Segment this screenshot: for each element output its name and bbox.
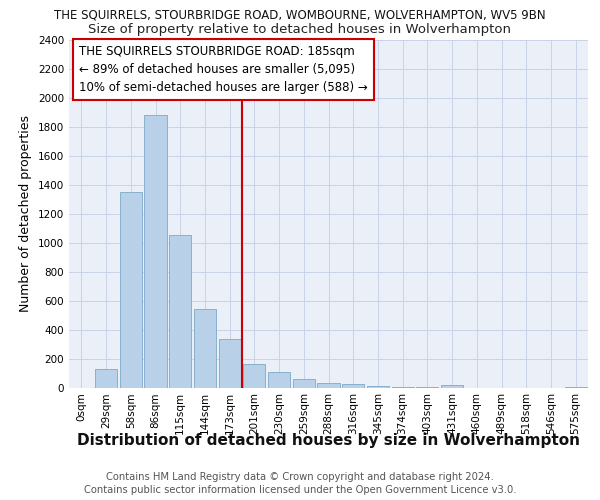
Bar xyxy=(293,379,315,388)
Text: THE SQUIRRELS, STOURBRIDGE ROAD, WOMBOURNE, WOLVERHAMPTON, WV5 9BN: THE SQUIRRELS, STOURBRIDGE ROAD, WOMBOUR… xyxy=(54,9,546,22)
Bar xyxy=(317,383,340,388)
Bar xyxy=(342,384,364,388)
Bar xyxy=(218,339,241,388)
Text: Distribution of detached houses by size in Wolverhampton: Distribution of detached houses by size … xyxy=(77,432,580,448)
Bar xyxy=(95,368,117,388)
Text: Contains public sector information licensed under the Open Government Licence v3: Contains public sector information licen… xyxy=(84,485,516,495)
Bar xyxy=(194,310,216,388)
Bar xyxy=(268,372,290,388)
Bar xyxy=(367,386,389,388)
Bar xyxy=(565,387,587,388)
Bar xyxy=(392,387,414,388)
Y-axis label: Number of detached properties: Number of detached properties xyxy=(19,116,32,312)
Bar xyxy=(119,192,142,388)
Text: THE SQUIRRELS STOURBRIDGE ROAD: 185sqm
← 89% of detached houses are smaller (5,0: THE SQUIRRELS STOURBRIDGE ROAD: 185sqm ←… xyxy=(79,45,368,94)
Text: Contains HM Land Registry data © Crown copyright and database right 2024.: Contains HM Land Registry data © Crown c… xyxy=(106,472,494,482)
Bar xyxy=(441,384,463,388)
Bar xyxy=(243,364,265,388)
Text: Size of property relative to detached houses in Wolverhampton: Size of property relative to detached ho… xyxy=(89,22,511,36)
Bar xyxy=(169,236,191,388)
Bar xyxy=(145,116,167,388)
